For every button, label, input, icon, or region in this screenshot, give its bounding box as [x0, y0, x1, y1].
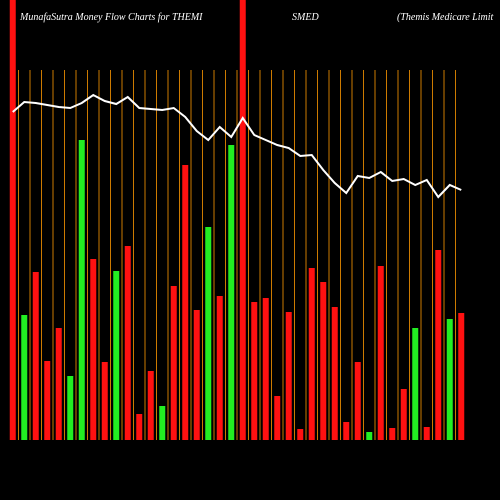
bar — [389, 428, 396, 440]
bar — [331, 307, 338, 440]
bar — [113, 271, 120, 440]
chart-title: SMED — [292, 12, 319, 23]
bar — [308, 268, 315, 440]
bar — [21, 315, 28, 440]
bar — [458, 313, 465, 440]
bar — [251, 302, 258, 440]
bar — [297, 429, 304, 440]
bar — [193, 310, 200, 440]
bar — [343, 422, 350, 440]
bar — [446, 319, 453, 440]
bar — [9, 0, 16, 440]
bar — [170, 286, 177, 440]
bar — [285, 312, 292, 440]
bar — [205, 227, 212, 440]
bar — [400, 389, 407, 440]
bar — [32, 272, 39, 440]
bar — [412, 328, 419, 440]
bar — [78, 140, 85, 440]
bar — [67, 376, 74, 440]
bar — [423, 427, 430, 440]
chart-title: MunafaSutra Money Flow Charts for THEMI — [19, 12, 203, 23]
bar — [435, 250, 442, 440]
bar — [239, 0, 246, 440]
chart-title: (Themis Medicare Limit — [397, 12, 494, 23]
bar — [55, 328, 62, 440]
bar — [216, 296, 223, 440]
bar — [182, 165, 189, 440]
price-line — [12, 93, 462, 199]
bar — [228, 145, 235, 440]
bar — [354, 362, 361, 440]
bar — [262, 298, 269, 440]
bar — [147, 371, 154, 440]
bar — [124, 246, 131, 440]
bar — [320, 282, 327, 440]
bar — [159, 406, 166, 440]
bar — [44, 361, 51, 440]
bar — [274, 396, 281, 440]
bar — [366, 432, 373, 440]
bar — [377, 266, 384, 440]
bar — [90, 259, 97, 440]
bar — [101, 362, 108, 440]
bar — [136, 414, 143, 440]
